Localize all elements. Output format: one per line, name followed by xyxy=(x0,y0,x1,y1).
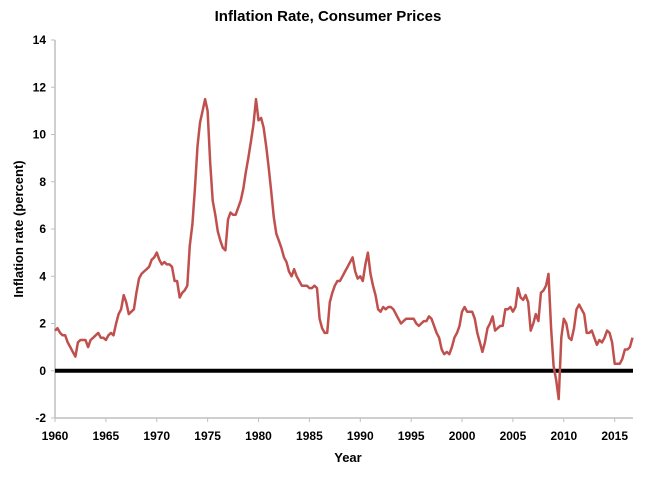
y-tick-label: -2 xyxy=(35,411,46,425)
y-axis-label: Inflation rate (percent) xyxy=(11,160,26,297)
y-tick-label: 2 xyxy=(39,317,46,331)
inflation-series-line xyxy=(54,97,634,401)
x-tick-label: 2015 xyxy=(601,429,628,443)
x-tick-label: 1965 xyxy=(93,429,120,443)
x-tick-label: 2010 xyxy=(550,429,577,443)
x-tick-label: 1980 xyxy=(245,429,272,443)
x-tick-label: 1960 xyxy=(42,429,69,443)
chart-title: Inflation Rate, Consumer Prices xyxy=(215,8,442,25)
x-tick-label: 1990 xyxy=(347,429,374,443)
y-tick-label: 6 xyxy=(39,222,46,236)
x-tick-label: 1970 xyxy=(143,429,170,443)
x-tick-label: 2005 xyxy=(500,429,527,443)
x-axis-label: Year xyxy=(334,450,361,465)
x-tick-label: 1995 xyxy=(398,429,425,443)
y-tick-label: 14 xyxy=(33,33,47,47)
x-tick-label: 2000 xyxy=(449,429,476,443)
x-tick-label: 1975 xyxy=(194,429,221,443)
y-tick-label: 0 xyxy=(39,364,46,378)
y-tick-label: 12 xyxy=(33,80,47,94)
x-tick-label: 1985 xyxy=(296,429,323,443)
y-tick-label: 8 xyxy=(39,175,46,189)
y-tick-label: 10 xyxy=(33,128,47,142)
y-tick-label: 4 xyxy=(39,269,46,283)
